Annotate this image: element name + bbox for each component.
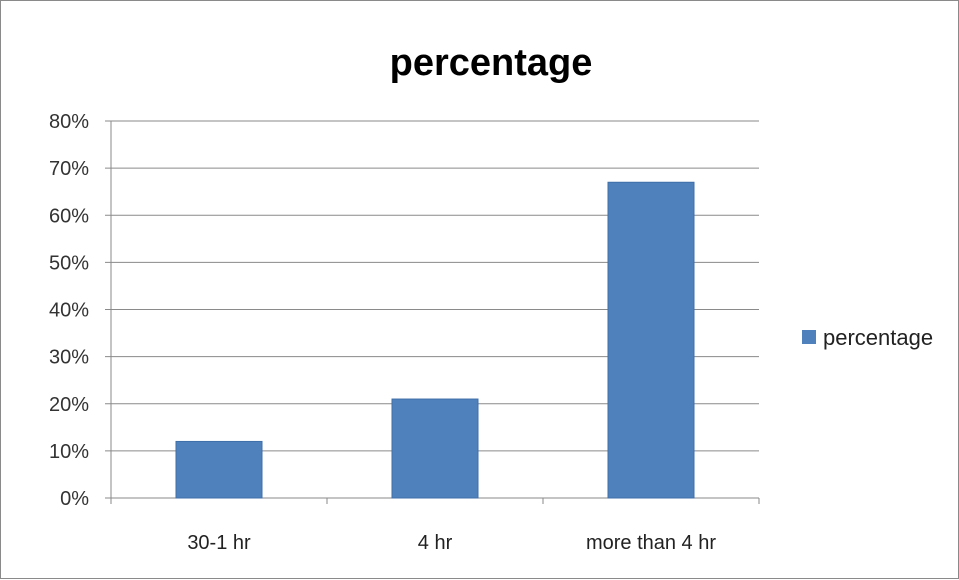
bar — [175, 440, 263, 499]
x-category-label: 30-1 hr — [187, 532, 251, 554]
y-tick-label: 0% — [60, 488, 89, 510]
y-tick-label: 50% — [49, 252, 89, 274]
legend-label: percentage — [823, 325, 933, 350]
x-category-label: 4 hr — [418, 532, 453, 554]
y-axis-ticks: 0% 10% 20% 30% 40% 50% 60% 70% 80% — [49, 111, 89, 510]
x-category-label: more than 4 hr — [586, 532, 716, 554]
y-tick-label: 20% — [49, 394, 89, 416]
chart-title: percentage — [390, 42, 593, 84]
legend-swatch — [802, 330, 816, 344]
bar — [391, 398, 479, 499]
y-tick-label: 70% — [49, 158, 89, 180]
bar — [607, 181, 695, 499]
x-axis-categories: 30-1 hr 4 hr more than 4 hr — [187, 532, 716, 554]
y-tick-label: 80% — [49, 111, 89, 133]
y-tick-label: 30% — [49, 347, 89, 369]
y-tick-label: 60% — [49, 205, 89, 227]
legend: percentage — [802, 325, 933, 350]
bars — [175, 181, 695, 499]
y-tick-label: 10% — [49, 441, 89, 463]
y-tick-label: 40% — [49, 300, 89, 322]
